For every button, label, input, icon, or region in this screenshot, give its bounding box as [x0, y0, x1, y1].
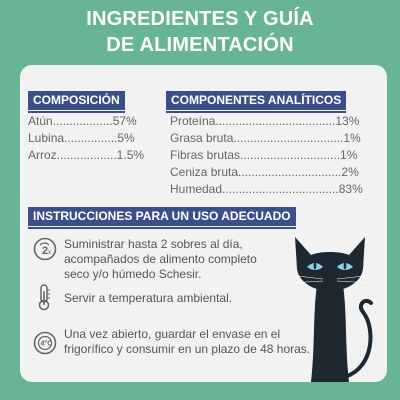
instruction-temperature: Servir a temperatura ambiental. — [64, 291, 232, 306]
page-title-line-1: INGREDIENTES Y GUÍA — [86, 8, 314, 30]
svg-text:4°C: 4°C — [41, 340, 53, 348]
instruction-feeding: Suministrar hasta 2 sobres al día, acomp… — [64, 237, 257, 282]
instruction-storage: Una vez abierto, guardar el envase en el… — [64, 327, 310, 357]
svg-text:2: 2 — [42, 245, 48, 257]
refrigeration-icon: 4°C — [33, 331, 57, 355]
svg-text:x: x — [48, 250, 51, 256]
instruction-line: Suministrar hasta 2 sobres al día, — [64, 237, 243, 251]
cat-body — [311, 285, 349, 382]
analiticos-header: COMPONENTES ANALÍTICOS — [166, 91, 347, 113]
info-panel: COMPOSICIÓN Atún..................57% Lu… — [20, 65, 387, 382]
analiticos-row: Ceniza bruta............................… — [170, 165, 359, 179]
instrucciones-header: INSTRUCCIONES PARA UN USO ADECUADO — [28, 207, 296, 229]
thermometer-icon — [38, 284, 50, 311]
black-cat-illustration — [288, 237, 374, 382]
analiticos-row: Proteína................................… — [170, 114, 360, 128]
instruction-line: frigorífico y consumir en un plazo de 48… — [64, 342, 311, 356]
analiticos-row: Humedad.................................… — [170, 182, 363, 196]
composicion-row: Arroz..................1.5% — [28, 148, 145, 162]
page-title-line-2: DE ALIMENTACIÓN — [106, 34, 294, 56]
instruction-line: Servir a temperatura ambiental. — [64, 291, 233, 305]
instruction-line: seco y/o húmedo Schesir. — [64, 267, 202, 281]
composicion-header: COMPOSICIÓN — [28, 91, 125, 113]
two-per-day-icon: 2 x — [33, 237, 57, 261]
composicion-row: Atún..................57% — [28, 114, 137, 128]
cat-tail — [343, 298, 373, 379]
analiticos-row: Grasa bruta.............................… — [170, 131, 361, 145]
instruction-line: Una vez abierto, guardar el envase en el — [64, 327, 281, 341]
composicion-row: Lubina................5% — [28, 131, 135, 145]
instruction-line: acompañados de alimento completo — [64, 252, 257, 266]
analiticos-row: Fibras brutas...........................… — [170, 148, 358, 162]
cat-head — [295, 237, 365, 291]
